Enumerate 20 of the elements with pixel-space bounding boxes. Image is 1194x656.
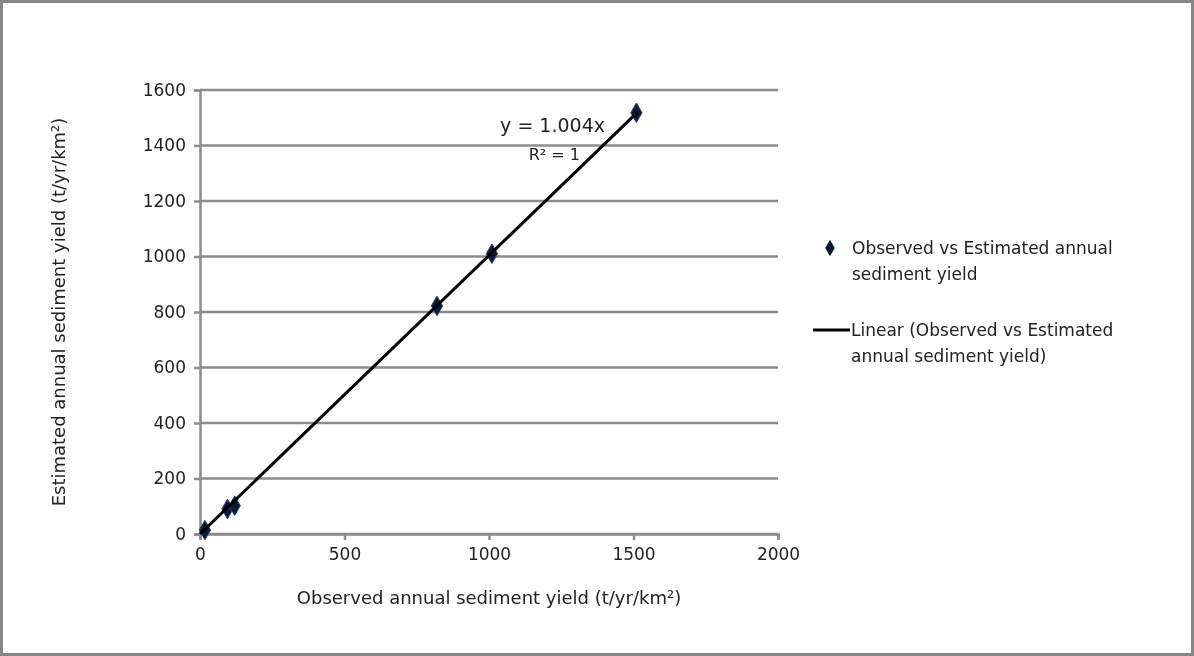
y-tick-label: 1400 — [142, 135, 186, 156]
y-tick-label: 1000 — [142, 246, 186, 267]
legend-label: Observed vs Estimated annual sediment yield — [852, 238, 1113, 284]
x-tick-label: 0 — [195, 544, 206, 565]
y-tick-label: 1200 — [142, 190, 186, 211]
y-axis-title: Estimated annual sediment yield (t/yr/km²) — [48, 117, 69, 507]
x-tick-label: 500 — [328, 544, 362, 565]
y-tick-label: 200 — [153, 468, 186, 489]
x-axis-title: Observed annual sediment yield (t/yr/km²) — [296, 587, 682, 608]
x-tick-label: 1000 — [467, 544, 512, 565]
y-tick-label: 800 — [153, 301, 186, 322]
annotation: y = 1.004x — [500, 114, 605, 136]
annotation: R² = 1 — [528, 145, 580, 164]
y-tick-label: 0 — [175, 523, 186, 544]
y-tick-label: 400 — [153, 412, 186, 433]
x-tick-label: 2000 — [756, 544, 801, 565]
y-tick-label: 1600 — [142, 79, 186, 100]
y-tick-label: 600 — [153, 357, 186, 378]
x-tick-label: 1500 — [612, 544, 656, 565]
legend-label: Linear (Observed vs Estimated annual sediment yield) — [851, 320, 1114, 366]
